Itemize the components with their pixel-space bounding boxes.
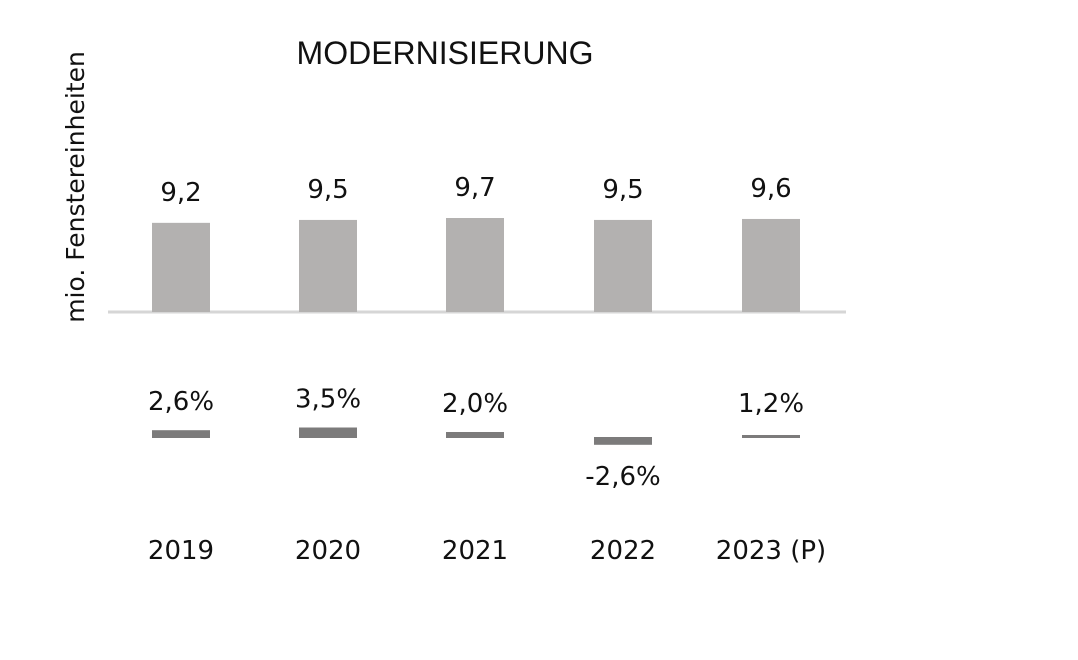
main-bar-series: 9,2 9,5 9,7 9,5 9,6 [152, 173, 800, 312]
growth-value-label-2019: 2,6% [148, 387, 214, 417]
category-labels: 2019 2020 2021 2022 2023 (P) [148, 536, 826, 566]
category-label-2019: 2019 [148, 536, 214, 566]
main-value-label-2019: 9,2 [160, 178, 201, 208]
main-bar-2021 [446, 218, 504, 312]
growth-bar-2023 (P) [742, 435, 800, 438]
growth-bar-2021 [446, 432, 504, 438]
category-label-2021: 2021 [442, 536, 508, 566]
growth-value-label-2023 (P): 1,2% [738, 389, 804, 419]
chart-title: MODERNISIERUNG [297, 35, 594, 71]
main-value-label-2021: 9,7 [454, 173, 495, 203]
growth-value-label-2021: 2,0% [442, 389, 508, 419]
y-axis-label: mio. Fenstereinheiten [61, 51, 90, 323]
main-value-label-2020: 9,5 [307, 175, 348, 205]
main-value-label-2022: 9,5 [602, 175, 643, 205]
main-bar-2020 [299, 219, 357, 312]
main-bar-2022 [594, 219, 652, 312]
growth-value-label-2020: 3,5% [295, 385, 361, 415]
category-label-2022: 2022 [590, 536, 656, 566]
main-bar-2019 [152, 222, 210, 312]
main-bar-2023 (P) [742, 218, 800, 312]
growth-bar-2022 [594, 437, 652, 445]
category-label-2020: 2020 [295, 536, 361, 566]
category-label-2023 (P): 2023 (P) [716, 536, 826, 566]
growth-value-label-2022: -2,6% [585, 462, 660, 492]
main-value-label-2023 (P): 9,6 [750, 174, 791, 204]
growth-bar-series: 2,6% 3,5% 2,0% -2,6% 1,2% [148, 385, 804, 492]
growth-bar-2020 [299, 427, 357, 438]
growth-bar-2019 [152, 430, 210, 438]
